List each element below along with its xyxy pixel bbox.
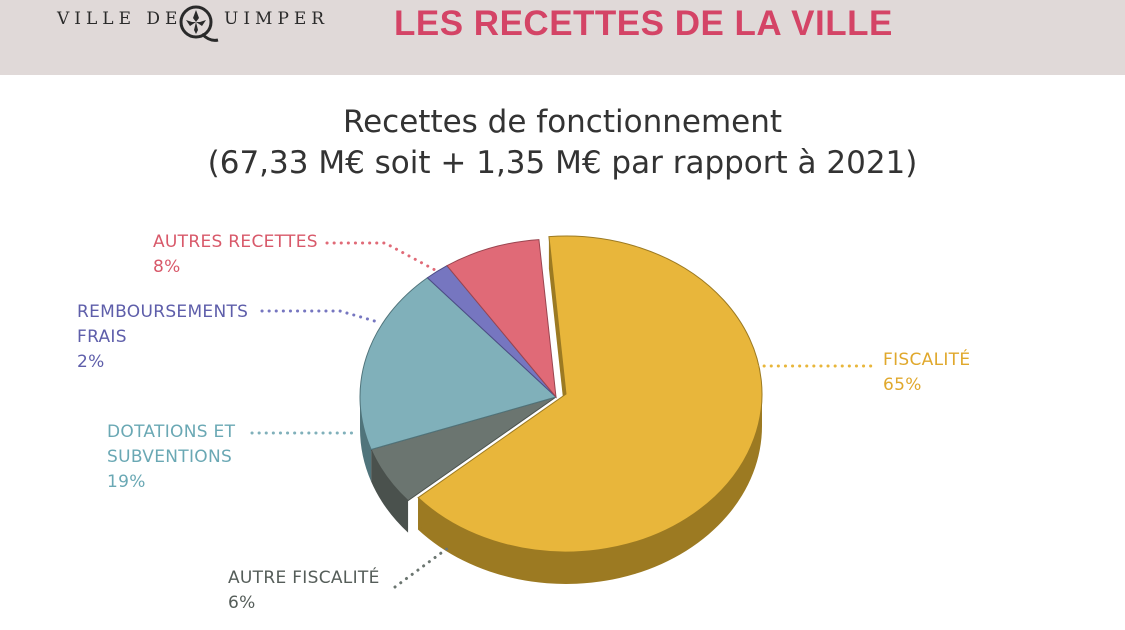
city-emblem-icon	[179, 5, 219, 42]
leader-line-3	[260, 309, 380, 324]
logo-text-right: UIMPER	[224, 9, 330, 29]
chart-title: Recettes de fonctionnement	[342, 104, 783, 140]
chart-subtitle: (67,33 M€ soit + 1,35 M€ par rapport à 2…	[207, 145, 918, 181]
pie-side-2	[360, 397, 372, 482]
pie-slice-2	[359, 277, 557, 451]
slice-label-dotations: DOTATIONS ET SUBVENTIONS 19%	[107, 420, 257, 495]
pie-slice-4	[446, 239, 557, 399]
leader-line-4	[325, 241, 437, 272]
slice-percent: 65%	[883, 375, 922, 395]
slice-percent: 6%	[228, 593, 256, 613]
logo-text-left: VILLE DE	[57, 9, 183, 29]
pie-side-1	[371, 449, 409, 533]
slice-label-fiscalite: FISCALITÉ 65%	[883, 348, 970, 398]
page-title: LES RECETTES DE LA VILLE	[394, 4, 893, 43]
header-banner: VILLE DE UIMPER LES RECETTES DE LA VILLE	[0, 0, 1125, 75]
slice-name: FISCALITÉ	[883, 350, 971, 370]
pie-cut-face-0	[548, 236, 566, 426]
slice-label-autre-fiscalite: AUTRE FISCALITÉ 6%	[228, 566, 380, 616]
leader-lines	[250, 241, 874, 589]
pie-slice-0	[417, 235, 763, 553]
slice-name: DOTATIONS ET SUBVENTIONS	[107, 422, 236, 467]
slice-percent: 2%	[77, 352, 105, 372]
slice-label-autres-recettes: AUTRES RECETTES 8%	[153, 230, 318, 280]
slice-name: REMBOURSEMENTS FRAIS	[77, 302, 249, 347]
leader-line-1	[393, 543, 454, 589]
slice-name: AUTRES RECETTES	[153, 232, 318, 252]
pie-side-0	[418, 394, 762, 585]
slice-name: AUTRE FISCALITÉ	[228, 568, 380, 588]
slice-percent: 19%	[107, 472, 146, 492]
pie-slices	[359, 235, 763, 553]
slice-percent: 8%	[153, 257, 181, 277]
slice-label-remboursements: REMBOURSEMENTS FRAIS 2%	[77, 300, 262, 375]
